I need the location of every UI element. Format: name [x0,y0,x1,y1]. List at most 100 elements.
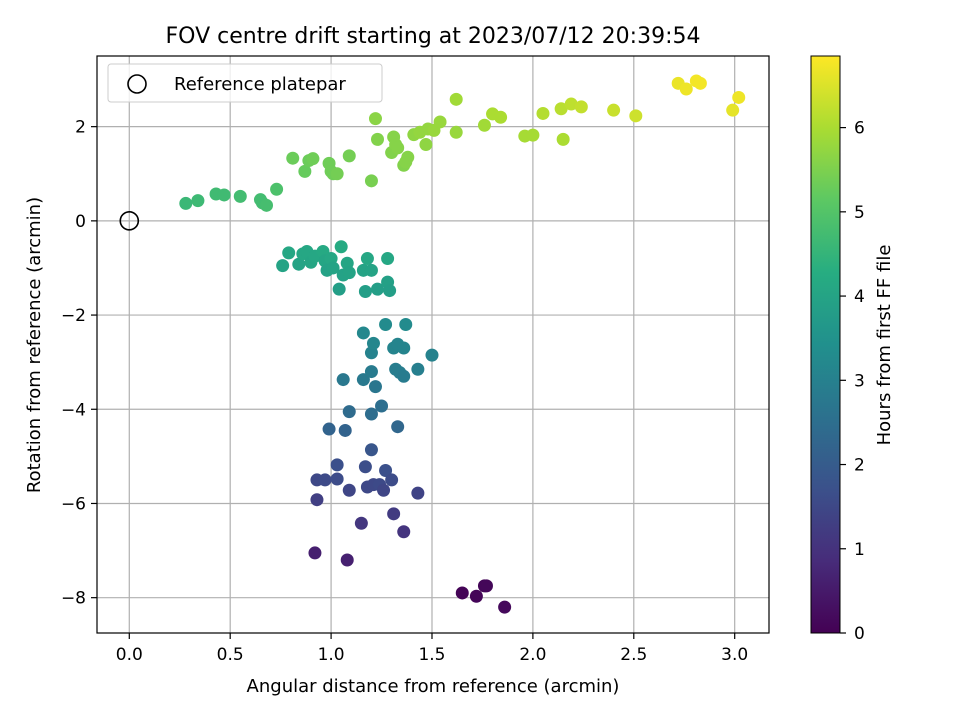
legend-marker [127,74,147,94]
data-point [449,125,463,139]
grid [97,56,769,633]
data-point [308,546,322,560]
data-point [397,341,411,355]
data-point [358,285,372,299]
data-point [477,118,491,132]
data-point [292,257,306,271]
x-tick-label: 3.0 [721,645,748,665]
data-point [554,102,568,116]
data-point [419,138,433,152]
data-point [397,369,411,383]
colorbar-tick-label: 5 [854,203,865,223]
data-point [217,188,231,202]
data-point [282,246,296,260]
colorbar-tick-label: 3 [854,371,865,391]
data-point [298,164,312,178]
data-point [371,282,385,296]
data-point [342,266,356,280]
data-point [330,458,344,472]
y-axis-label: Rotation from reference (arcmin) [24,197,45,493]
plot-area: 0.0 0.5 1.0 1.5 2.0 2.5 3.0 −8 −6 −4 −2 0 2 [61,55,770,665]
data-point [375,399,389,413]
data-point [364,263,378,277]
data-point [233,189,247,203]
data-point [556,132,570,146]
data-point [526,128,540,142]
data-point [356,373,370,387]
data-point [411,486,425,500]
data-point [322,422,336,436]
data-point [379,463,393,477]
colorbar-tick-label: 6 [854,119,865,139]
data-point [318,473,332,487]
y-tick-label: −4 [61,400,86,420]
x-axis-ticks: 0.0 0.5 1.0 1.5 2.0 2.5 3.0 [116,633,748,665]
legend: Reference platepar [107,63,383,103]
colorbar-tick-label: 1 [854,540,865,560]
x-tick-label: 1.0 [318,645,345,665]
x-tick-label: 2.5 [620,645,647,665]
data-point [354,516,368,530]
data-point [607,103,621,117]
data-point [270,182,284,196]
data-point [425,348,439,362]
y-tick-label: −8 [61,589,86,609]
data-point [693,76,707,90]
data-point [383,284,397,298]
data-point [379,317,393,331]
data-point [326,261,340,275]
data-point [360,252,374,266]
data-point [286,151,300,165]
x-tick-label: 0.0 [116,645,143,665]
data-point [364,443,378,457]
data-point [385,473,399,487]
x-tick-label: 0.5 [217,645,244,665]
y-axis-ticks: −8 −6 −4 −2 0 2 [61,118,97,609]
data-point [356,326,370,340]
data-point [411,362,425,376]
data-point [732,90,746,104]
data-point [469,589,483,603]
data-point [342,405,356,419]
data-point [498,600,512,614]
data-point [726,103,740,117]
data-point [377,483,391,497]
colorbar-gradient [810,55,841,634]
data-point [334,240,348,254]
y-tick-label: −6 [61,494,86,514]
scatter-points [179,74,746,614]
data-point [629,109,643,123]
data-point [330,167,344,181]
data-point [336,373,350,387]
x-axis-label: Angular distance from reference (arcmin) [247,676,620,697]
data-point [391,420,405,434]
x-tick-label: 2.0 [519,645,546,665]
data-point [449,92,463,106]
data-point [179,196,193,210]
data-point [433,115,447,129]
data-point [332,282,346,296]
data-point [494,110,508,124]
data-point [368,112,382,126]
data-point [399,317,413,331]
data-point [381,252,395,266]
data-point [310,493,324,507]
data-point [191,194,205,208]
data-point [366,336,380,350]
colorbar-tick-label: 2 [854,456,865,476]
legend-label: Reference platepar [174,74,346,95]
y-tick-label: 0 [75,212,86,232]
data-point [574,100,588,114]
data-point [387,507,401,521]
data-point [479,579,493,593]
data-point [276,259,290,273]
colorbar-tick-label: 4 [854,287,865,307]
x-tick-label: 1.5 [418,645,445,665]
data-point [368,380,382,394]
data-point [679,82,693,96]
data-point [371,132,385,146]
y-tick-label: −2 [61,306,86,326]
reference-platepar-marker [119,211,140,231]
colorbar-label: Hours from first FF file [874,245,895,446]
